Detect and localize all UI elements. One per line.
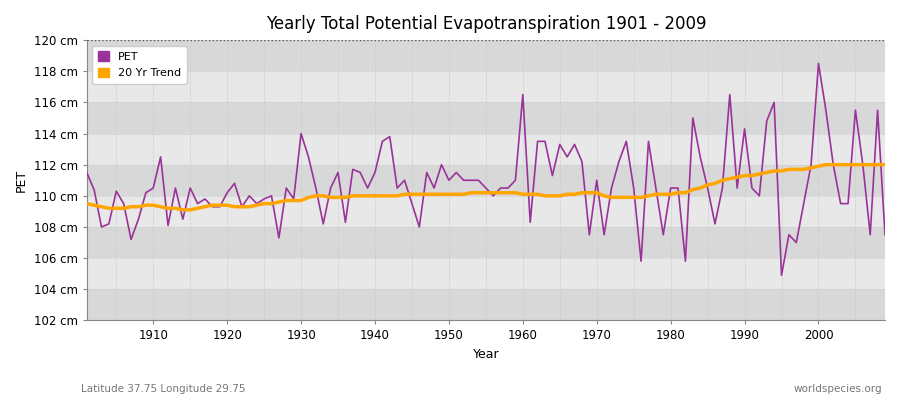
20 Yr Trend [140,203,151,208]
Bar [86,258,885,289]
20 Yr Trend [177,208,188,212]
Bar [86,40,885,71]
Bar [86,134,885,165]
Bar [86,227,885,258]
Legend: PET, 20 Yr Trend: PET, 20 Yr Trend [93,46,186,84]
20 Yr Trend [310,194,321,198]
Bar [86,71,885,102]
20 Yr Trend [525,192,535,197]
PET [879,232,890,237]
PET [606,186,616,190]
20 Yr Trend [879,162,890,167]
20 Yr Trend [81,201,92,206]
20 Yr Trend [821,162,832,167]
20 Yr Trend [614,195,625,200]
PET [347,167,358,172]
PET [510,178,521,183]
Bar [86,289,885,320]
Title: Yearly Total Potential Evapotranspiration 1901 - 2009: Yearly Total Potential Evapotranspiratio… [266,15,706,33]
PET [518,92,528,97]
PET [813,61,824,66]
Text: worldspecies.org: worldspecies.org [794,384,882,394]
PET [140,190,151,195]
PET [776,273,787,278]
X-axis label: Year: Year [472,348,500,361]
PET [81,170,92,175]
Line: 20 Yr Trend: 20 Yr Trend [86,165,885,210]
20 Yr Trend [355,194,365,198]
Y-axis label: PET: PET [15,169,28,192]
Bar [86,196,885,227]
Bar [86,165,885,196]
Line: PET: PET [86,64,885,275]
PET [303,154,314,159]
20 Yr Trend [518,192,528,197]
Text: Latitude 37.75 Longitude 29.75: Latitude 37.75 Longitude 29.75 [81,384,246,394]
Bar [86,102,885,134]
